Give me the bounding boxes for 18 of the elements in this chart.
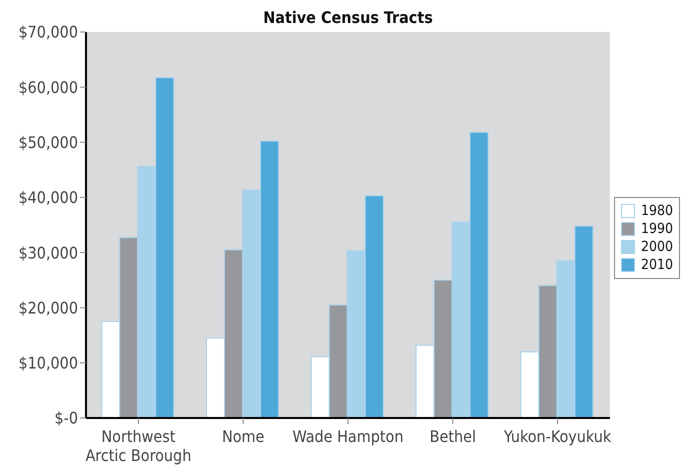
chart-title: Native Census Tracts — [262, 8, 434, 27]
legend-label: 2010 — [640, 256, 673, 274]
x-tick-label: Wade Hampton — [292, 427, 404, 446]
y-tick-label: $60,000 — [18, 78, 78, 97]
x-tick-label: Northwest Arctic Borough — [85, 427, 192, 465]
y-tick-label: $50,000 — [18, 132, 78, 152]
y-tick-label: $70,000 — [18, 22, 78, 42]
x-tick-label: Bethel — [430, 427, 476, 446]
legend-label: 1980 — [640, 202, 673, 220]
legend-label: 1990 — [640, 220, 673, 238]
y-tick-label: $40,000 — [18, 188, 78, 208]
y-tick-label: $10,000 — [18, 354, 78, 373]
y-tick-label: $30,000 — [18, 243, 78, 262]
legend-label: 2000 — [640, 238, 673, 256]
x-tick-label: Nome — [222, 427, 265, 446]
y-tick-label: $20,000 — [18, 298, 78, 318]
y-tick-label: $-0 — [54, 408, 78, 428]
x-tick-label: Yukon-Koyukuk — [502, 427, 612, 446]
